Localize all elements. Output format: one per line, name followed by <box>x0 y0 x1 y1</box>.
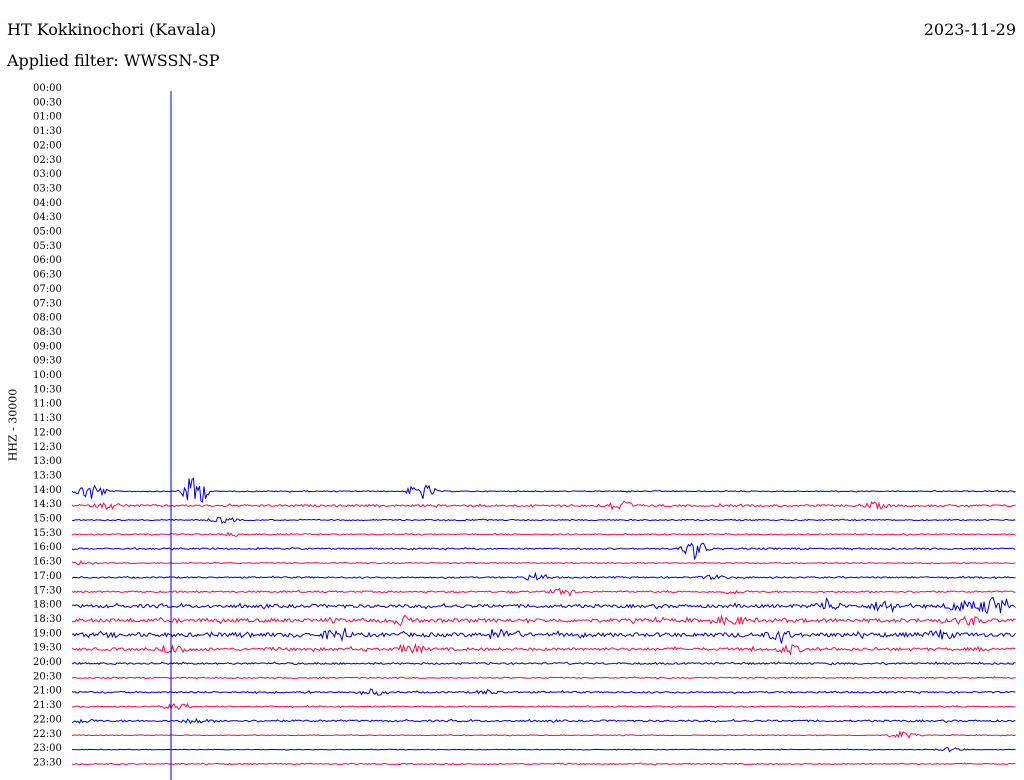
time-tick-label: 02:30 <box>33 155 62 166</box>
time-tick-label: 21:30 <box>33 700 62 711</box>
time-tick-label: 08:00 <box>33 313 62 324</box>
time-tick-label: 10:00 <box>33 370 62 381</box>
time-tick-label: 20:00 <box>33 657 62 668</box>
time-tick-label: 16:30 <box>33 557 62 568</box>
filter-label: Applied filter: WWSSN-SP <box>7 51 220 70</box>
seismic-trace <box>71 729 1016 739</box>
seismic-trace <box>71 762 1016 766</box>
seismic-trace <box>71 614 1016 627</box>
time-tick-label: 15:30 <box>33 528 62 539</box>
time-tick-label: 06:30 <box>33 270 62 281</box>
time-tick-label: 10:30 <box>33 384 62 395</box>
time-tick-label: 14:30 <box>33 499 62 510</box>
time-tick-label: 05:30 <box>33 241 62 252</box>
seismic-trace <box>71 477 1016 503</box>
seismic-trace <box>71 688 1016 696</box>
time-tick-label: 03:30 <box>33 183 62 194</box>
time-tick-label: 11:30 <box>33 413 62 424</box>
time-tick-label: 19:30 <box>33 643 62 654</box>
time-tick-label: 18:30 <box>33 614 62 625</box>
time-tick-label: 08:30 <box>33 327 62 338</box>
seismic-trace <box>71 747 1016 753</box>
time-tick-label: 05:00 <box>33 227 62 238</box>
time-tick-label: 01:30 <box>33 126 62 137</box>
time-tick-label: 03:00 <box>33 169 62 180</box>
time-tick-label: 18:00 <box>33 600 62 611</box>
time-tick-label: 09:00 <box>33 341 62 352</box>
seismic-trace <box>71 703 1016 711</box>
time-tick-label: 17:30 <box>33 585 62 596</box>
seismic-trace <box>71 500 1016 511</box>
time-tick-label: 00:00 <box>33 83 62 94</box>
time-tick-label: 02:00 <box>33 140 62 151</box>
time-tick-label: 01:00 <box>33 112 62 123</box>
time-tick-label: 15:00 <box>33 514 62 525</box>
time-tick-label: 21:00 <box>33 686 62 697</box>
time-tick-label: 11:00 <box>33 399 62 410</box>
seismic-trace <box>71 596 1016 615</box>
time-tick-label: 19:00 <box>33 628 62 639</box>
time-tick-label: 22:30 <box>33 729 62 740</box>
station-title: HT Kokkinochori (Kavala) <box>7 20 217 39</box>
time-tick-label: 13:00 <box>33 456 62 467</box>
time-tick-label: 06:00 <box>33 255 62 266</box>
time-tick-label: 09:30 <box>33 356 62 367</box>
time-tick-labels: 00:00 00:30 01:00 01:30 02:00 02:30 03:00 03:30… <box>33 83 62 768</box>
time-tick-label: 04:00 <box>33 198 62 209</box>
time-tick-label: 12:00 <box>33 427 62 438</box>
seismic-trace <box>71 642 1016 656</box>
seismic-trace <box>71 517 1016 525</box>
time-tick-label: 13:30 <box>33 470 62 481</box>
time-tick-label: 23:00 <box>33 743 62 754</box>
seismic-trace <box>71 676 1016 680</box>
time-tick-label: 07:30 <box>33 298 62 309</box>
time-tick-label: 07:00 <box>33 284 62 295</box>
seismic-trace <box>71 571 1016 581</box>
time-tick-label: 12:30 <box>33 442 62 453</box>
seismic-trace <box>71 627 1016 644</box>
time-tick-label: 23:30 <box>33 757 62 768</box>
seismic-trace <box>71 661 1016 666</box>
time-tick-label: 04:30 <box>33 212 62 223</box>
date-label: 2023-11-29 <box>923 20 1016 39</box>
seismic-trace <box>71 717 1016 725</box>
time-tick-label: 16:00 <box>33 542 62 553</box>
time-tick-label: 00:30 <box>33 97 62 108</box>
time-tick-label: 22:00 <box>33 714 62 725</box>
time-tick-label: 20:30 <box>33 671 62 682</box>
seismic-trace <box>71 542 1016 561</box>
time-tick-label: 17:00 <box>33 571 62 582</box>
seismic-trace <box>71 587 1016 598</box>
seismic-trace <box>71 531 1016 537</box>
time-tick-label: 14:00 <box>33 485 62 496</box>
seismic-trace <box>71 559 1016 566</box>
seismic-traces <box>71 477 1016 766</box>
